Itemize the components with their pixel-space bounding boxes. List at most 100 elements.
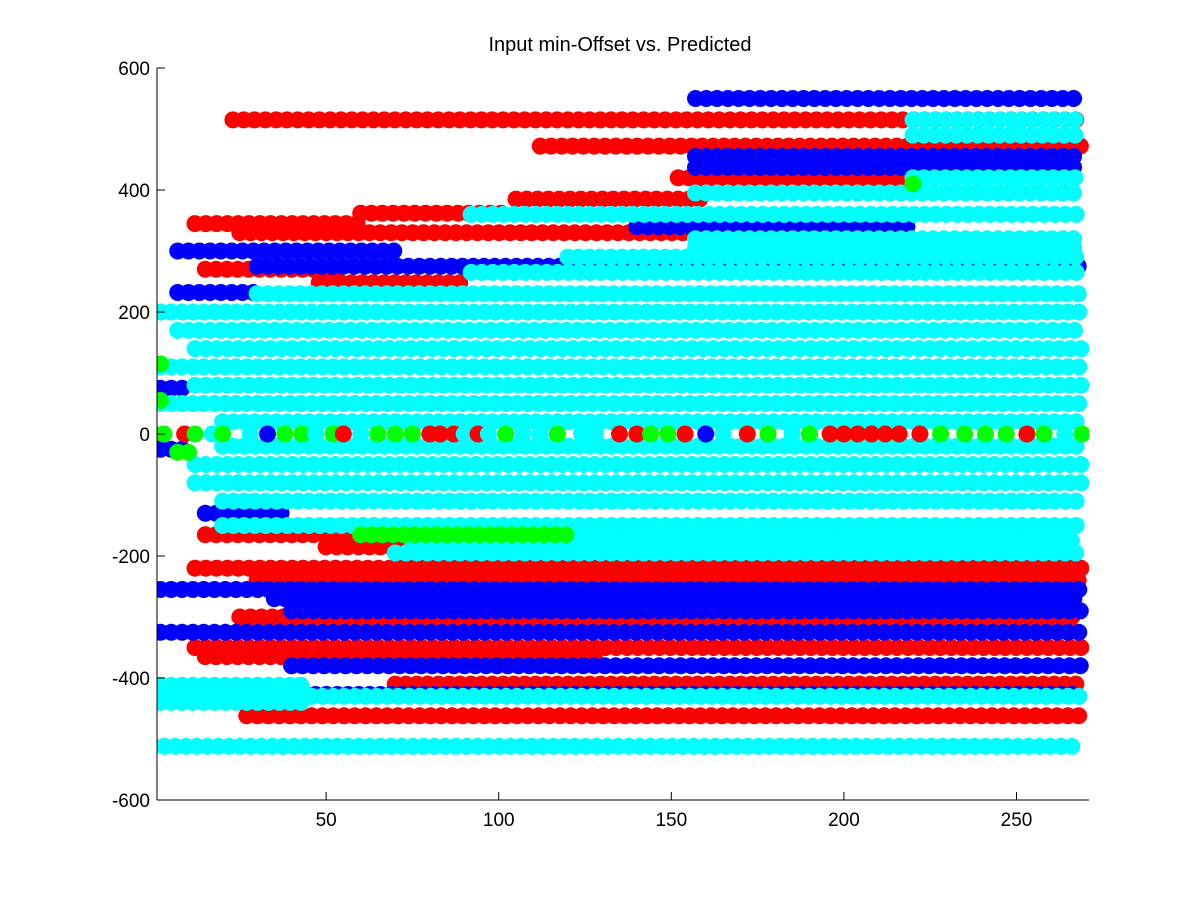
data-point-cyan: [1072, 376, 1089, 394]
zero-line-point: [241, 425, 259, 443]
data-point-cyan: [1066, 126, 1084, 144]
zero-line-point: [863, 425, 880, 443]
data-point-blue: [385, 242, 403, 260]
y-tick-label: -200: [112, 547, 150, 568]
data-point-cyan: [1066, 321, 1083, 339]
data-point-red: [1072, 639, 1089, 656]
data-point-blue: [1065, 90, 1083, 107]
zero-line-point: [783, 425, 801, 443]
y-tick-label: -400: [112, 669, 150, 690]
zero-line-point: [531, 425, 549, 443]
zero-line-point: [821, 425, 839, 443]
data-point-cyan: [1067, 544, 1085, 562]
data-point-cyan: [1063, 737, 1081, 755]
zero-line-point: [214, 425, 232, 443]
axes: 50 100 150 200 250 -600 -400 -200 0 200 400 600: [112, 59, 1089, 831]
y-tick-label: 400: [118, 181, 150, 202]
x-tick-label: 250: [1001, 810, 1033, 831]
data-point-cyan: [1067, 492, 1085, 510]
zero-line-point: [259, 425, 276, 443]
data-point-cyan: [1066, 169, 1084, 187]
data-point-cyan: [1070, 303, 1088, 321]
zero-line-point: [186, 425, 204, 443]
data-point-green: [904, 175, 922, 193]
data-point-cyan: [1072, 474, 1089, 492]
x-tick-label: 200: [828, 810, 860, 831]
row-markers: [157, 90, 1089, 755]
zero-line-markers: [157, 425, 1089, 443]
zero-line-point: [642, 425, 660, 443]
y-tick-label: -600: [112, 791, 150, 812]
zero-line-point: [890, 425, 908, 443]
data-point-cyan: [292, 676, 310, 694]
data-point-green: [557, 526, 575, 544]
data-point-cyan: [292, 693, 310, 711]
data-point-blue: [1070, 623, 1088, 641]
chart-title: Input min-Offset vs. Predicted: [488, 34, 751, 56]
zero-line-point: [307, 425, 325, 443]
zero-line-point: [293, 425, 311, 443]
zero-line-point: [738, 425, 756, 443]
zero-line-point: [800, 425, 818, 443]
data-point-green: [157, 392, 169, 409]
zero-line-point: [369, 425, 387, 443]
zero-line-point: [611, 425, 628, 443]
zero-line-point: [431, 425, 449, 443]
data-point-cyan: [1069, 285, 1087, 303]
y-tick-label: 600: [118, 59, 150, 80]
zero-line-point: [386, 425, 404, 443]
zero-line-point: [514, 425, 532, 443]
zero-line-point: [932, 425, 950, 443]
zero-line-point: [276, 425, 294, 443]
zero-line-point: [956, 425, 974, 443]
zero-line-point: [628, 425, 646, 443]
data-point-cyan: [1067, 263, 1085, 281]
zero-line-point: [835, 425, 853, 443]
data-point-green: [180, 443, 197, 461]
data-point-cyan: [1072, 340, 1089, 358]
zero-line-point: [548, 425, 566, 443]
y-tick-label: 200: [118, 303, 150, 324]
zero-line-point: [1035, 425, 1053, 443]
zero-line-point: [876, 425, 894, 443]
data-point-cyan: [1072, 456, 1089, 473]
x-tick-label: 50: [316, 810, 337, 831]
zero-line-point: [759, 425, 777, 443]
zero-line-point: [586, 425, 604, 443]
zero-line-point: [455, 425, 473, 443]
zero-line-point: [403, 425, 421, 443]
zero-line-point: [911, 425, 929, 443]
zero-line-point: [676, 425, 694, 443]
data-point-green: [157, 355, 169, 373]
data-point-blue: [1071, 602, 1089, 620]
y-tick-label: 0: [139, 425, 150, 446]
zero-line-point: [697, 425, 715, 443]
zero-line-point: [497, 425, 515, 443]
data-point-cyan: [1070, 395, 1088, 412]
zero-line-point: [849, 425, 867, 443]
x-tick-label: 150: [655, 810, 687, 831]
data-point-cyan: [1070, 358, 1088, 376]
zero-line-point: [479, 425, 497, 443]
data-point-cyan: [1067, 517, 1085, 534]
zero-line-point: [1073, 425, 1089, 443]
x-tick-label: 100: [483, 810, 515, 831]
data-point-cyan: [1067, 205, 1085, 223]
data-point-red: [1070, 707, 1088, 725]
plot-area: [157, 90, 1089, 755]
zero-line-point: [1018, 425, 1036, 443]
zero-line-point: [352, 425, 370, 443]
zero-line-point: [976, 425, 994, 443]
zero-line-point: [714, 425, 732, 443]
zero-line-point: [997, 425, 1015, 443]
data-point-cyan: [1070, 687, 1088, 705]
data-point-blue: [173, 379, 191, 397]
data-point-cyan: [1067, 248, 1085, 266]
zero-line-point: [334, 425, 352, 443]
data-point-cyan: [1066, 111, 1084, 129]
data-point-cyan: [1065, 184, 1083, 202]
zero-line-point: [659, 425, 677, 443]
data-point-blue: [1071, 657, 1089, 675]
zero-line-point: [573, 425, 591, 443]
